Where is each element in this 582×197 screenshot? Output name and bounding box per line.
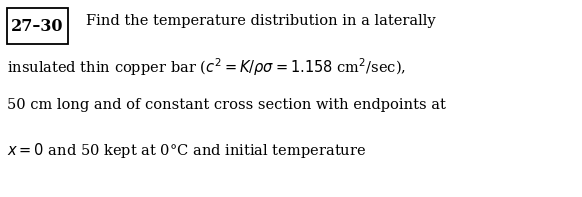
Text: 50 cm long and of constant cross section with endpoints at: 50 cm long and of constant cross section…: [7, 98, 446, 112]
Text: insulated thin copper bar ($c^2 = K/\rho\sigma = 1.158$ cm$^2$/sec),: insulated thin copper bar ($c^2 = K/\rho…: [7, 56, 406, 78]
Text: Find the temperature distribution in a laterally: Find the temperature distribution in a l…: [86, 14, 435, 28]
FancyBboxPatch shape: [7, 8, 68, 44]
Text: $x = 0$ and 50 kept at 0°C and initial temperature: $x = 0$ and 50 kept at 0°C and initial t…: [7, 141, 366, 160]
Text: 27–30: 27–30: [11, 18, 64, 35]
